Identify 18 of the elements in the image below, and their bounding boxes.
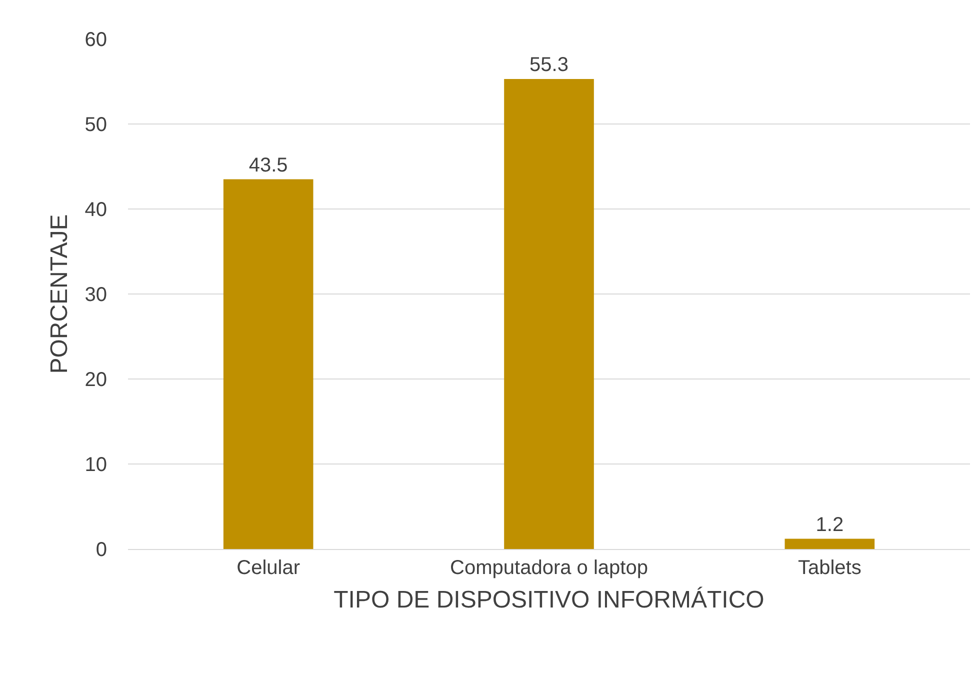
x-tick-label: Computadora o laptop	[450, 557, 648, 579]
data-label: 43.5	[248, 154, 288, 176]
bar	[223, 179, 314, 549]
y-tick-label: 30	[84, 284, 107, 306]
x-axis-title: TIPO DE DISPOSITIVO INFORMÁTICO	[334, 586, 764, 614]
x-tick-label: Celular	[236, 557, 300, 579]
y-tick-label: 50	[84, 114, 107, 136]
bar	[784, 538, 875, 549]
y-tick-label: 10	[84, 454, 107, 476]
y-tick-label: 20	[84, 369, 107, 391]
bar	[504, 78, 594, 549]
data-label: 55.3	[530, 54, 568, 76]
y-tick-label: 60	[84, 29, 107, 51]
y-axis-title: PORCENTAJE	[46, 214, 73, 374]
y-tick-label: 0	[96, 539, 107, 561]
x-tick-label: Tablets	[798, 557, 862, 579]
y-tick-label: 40	[84, 199, 107, 221]
data-label: 1.2	[816, 514, 844, 536]
